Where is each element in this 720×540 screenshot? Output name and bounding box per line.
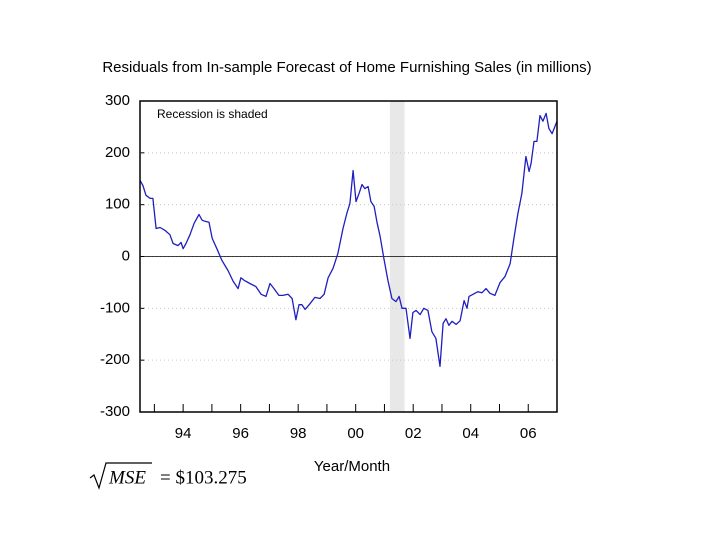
x-tick-label: 06: [520, 425, 537, 442]
formula-value: = $103.275: [160, 467, 247, 488]
formula-radicand: MSE: [108, 467, 146, 488]
y-tick-label: 0: [122, 247, 130, 264]
y-tick-label: -200: [100, 351, 130, 368]
annotation: Recession is shaded: [157, 107, 268, 121]
chart-title: Residuals from In-sample Forecast of Hom…: [102, 59, 591, 76]
y-tick-label: -100: [100, 299, 130, 316]
y-tick-label: 200: [105, 144, 130, 161]
x-tick-label: 02: [405, 425, 422, 442]
x-tick-label: 96: [232, 425, 249, 442]
radical-sign: [89, 462, 152, 490]
x-tick-label: 04: [462, 425, 479, 442]
y-tick-label: -300: [100, 403, 130, 420]
x-axis-label: Year/Month: [314, 458, 390, 475]
x-tick-label: 00: [347, 425, 364, 442]
plot-frame: [139, 100, 558, 413]
y-tick-label: 300: [105, 92, 130, 109]
data-line: [139, 112, 558, 368]
y-tick-label: 100: [105, 196, 130, 213]
x-tick-label: 98: [290, 425, 307, 442]
x-tick-label: 94: [175, 425, 192, 442]
